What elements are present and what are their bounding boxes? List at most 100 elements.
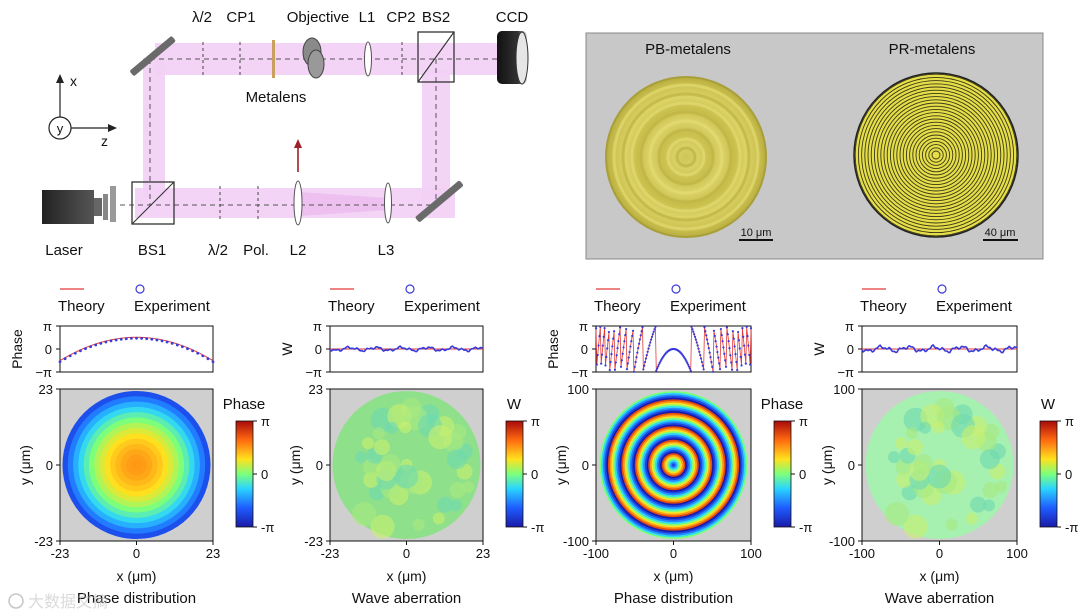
pr-lens-ring: [896, 115, 976, 195]
experiment-point: [705, 334, 708, 337]
experiment-point: [705, 338, 709, 341]
experiment-point: [170, 341, 174, 345]
experiment-point: [748, 353, 751, 357]
colorbar-title: W: [1041, 396, 1056, 413]
wave-blob: [449, 499, 462, 512]
pb-metalens-title: PB-metalens: [645, 41, 731, 58]
experiment-point: [690, 325, 693, 329]
colorbar-tick: 0: [261, 467, 268, 482]
experiment-point: [708, 351, 711, 354]
experiment-curve: [861, 343, 1018, 354]
wave-blob: [888, 451, 901, 464]
wave-blob: [885, 502, 910, 527]
experiment-point: [79, 349, 82, 353]
experiment-point: [594, 327, 598, 330]
experiment-point: [722, 346, 725, 349]
experiment-point: [104, 340, 108, 344]
pr-lens-ring: [905, 124, 967, 186]
map-xlabel: x (μm): [920, 568, 960, 584]
experiment-point: [699, 354, 702, 357]
experiment-point: [68, 354, 72, 358]
profile-ytick: π: [43, 319, 52, 334]
experiment-point: [191, 349, 195, 353]
experiment-point: [724, 359, 727, 362]
legend-theory-label: Theory: [594, 298, 641, 315]
experiment-point: [615, 354, 618, 357]
optical-setup: x y z λ/2 CP1 Objective L1 CP2 BS2 CCD M…: [42, 9, 529, 259]
label-half-wave-2: λ/2: [208, 242, 228, 259]
profile-ytick: −π: [35, 365, 52, 380]
experiment-point: [623, 340, 626, 343]
phase-ring: [671, 463, 676, 467]
pb-lens-ring: [675, 146, 697, 168]
map-xtick: -100: [583, 546, 609, 561]
beam-splitter-bs1: [131, 181, 175, 225]
map-xtick: 100: [740, 546, 762, 561]
experiment-point: [736, 330, 740, 334]
experiment-point: [719, 327, 722, 331]
pr-lens-ring: [864, 83, 1008, 227]
experiment-point: [601, 344, 604, 347]
experiment-point: [94, 343, 98, 347]
colorbar-tick: -π: [531, 520, 544, 535]
experiment-point: [742, 335, 745, 338]
experiment-point: [206, 357, 210, 361]
wave-blob: [373, 439, 390, 456]
map-xtick: 23: [476, 546, 490, 561]
legend-experiment-label: Experiment: [134, 298, 211, 315]
experiment-point: [630, 340, 633, 343]
experiment-point: [741, 326, 744, 330]
experiment-point: [739, 355, 742, 359]
experiment-point: [687, 363, 690, 366]
experiment-point: [732, 337, 735, 340]
experiment-point: [697, 347, 700, 350]
wave-blob: [446, 449, 467, 470]
experiment-point: [715, 345, 718, 348]
map-ytick: 100: [833, 382, 855, 397]
legend: Theory Experiment: [328, 284, 481, 315]
map-xtick: 0: [936, 546, 943, 561]
experiment-point: [598, 334, 601, 338]
colorbar-tick: 0: [799, 467, 806, 482]
experiment-point: [160, 339, 164, 343]
experiment-point: [687, 365, 691, 368]
colorbar-tick: 0: [531, 467, 538, 482]
beam-left-vertical: [143, 58, 165, 198]
colorbar-title: W: [507, 396, 522, 413]
label-l1: L1: [359, 9, 376, 26]
colorbar: [773, 420, 792, 528]
legend: Theory Experiment: [58, 284, 211, 315]
pr-lens-ring: [883, 102, 989, 208]
map-xtick: 100: [1006, 546, 1028, 561]
map-xtick: 0: [670, 546, 677, 561]
experiment-point: [658, 361, 661, 364]
colorbar-tick: 0: [1065, 467, 1072, 482]
experiment-point: [656, 365, 660, 368]
wave-blob: [380, 454, 401, 475]
wave-blob: [428, 425, 453, 450]
lens-l1: [364, 41, 372, 77]
experiment-point: [747, 344, 750, 347]
wave-blob: [896, 471, 913, 488]
experiment-point: [602, 335, 605, 338]
profile-ytick: 0: [581, 342, 588, 357]
experiment-point: [201, 354, 205, 358]
experiment-point: [744, 362, 747, 365]
watermark: 大数据文摘: [8, 593, 108, 611]
label-ccd: CCD: [496, 9, 529, 26]
colorbar: [235, 420, 254, 528]
experiment-point: [711, 365, 714, 368]
experiment-point: [614, 361, 617, 364]
wave-blob: [965, 512, 978, 525]
experiment-point: [608, 368, 611, 372]
experiment-point: [714, 340, 717, 343]
experiment-point: [211, 360, 215, 364]
experiment-point: [702, 368, 705, 371]
experiment-point: [718, 368, 722, 371]
metalens-element: [272, 40, 275, 78]
map-xtick: 0: [133, 546, 140, 561]
wave-blob: [927, 464, 952, 489]
experiment-point: [627, 356, 630, 359]
experiment-point: [634, 360, 637, 364]
